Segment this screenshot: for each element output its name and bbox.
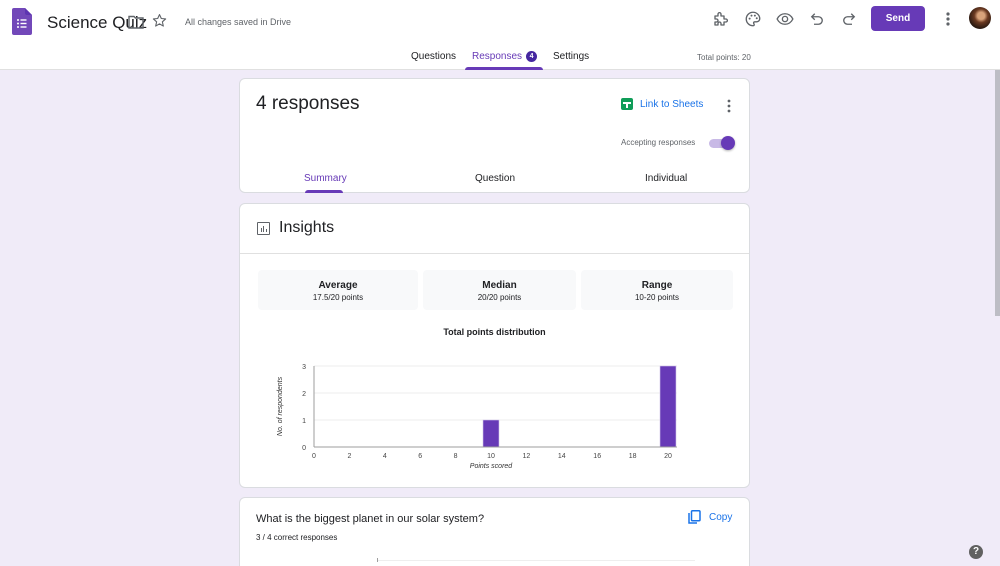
redo-icon[interactable] <box>840 10 858 28</box>
tab-responses[interactable]: Responses 4 <box>472 51 538 62</box>
insights-chart-icon <box>257 222 270 235</box>
top-bar: Science Quiz All changes saved in Drive … <box>0 0 1000 70</box>
active-tab-indicator <box>465 67 543 70</box>
document-title[interactable]: Science Quiz <box>47 13 148 32</box>
active-subtab-indicator <box>305 190 343 193</box>
svg-text:0: 0 <box>302 445 306 452</box>
link-to-sheets-label: Link to Sheets <box>640 98 704 110</box>
responses-count-title: 4 responses <box>256 93 360 114</box>
stat-value: 10-20 points <box>634 293 680 302</box>
svg-text:No. of respondents: No. of respondents <box>277 376 284 436</box>
subtab-summary[interactable]: Summary <box>304 173 347 184</box>
avatar[interactable] <box>969 7 991 29</box>
chart-bar[interactable] <box>659 365 677 448</box>
responses-card: 4 responses Link to Sheets Accepting res… <box>239 78 750 193</box>
svg-text:18: 18 <box>629 453 637 460</box>
svg-text:14: 14 <box>558 453 566 460</box>
insights-header: Insights <box>240 204 749 254</box>
sheets-icon <box>621 98 633 110</box>
question-chart-axis <box>377 558 378 562</box>
svg-text:12: 12 <box>523 453 531 460</box>
question-card: What is the biggest planet in our solar … <box>239 497 750 566</box>
stat-average: Average 17.5/20 points <box>258 270 418 310</box>
addon-puzzle-icon[interactable] <box>712 10 730 28</box>
accepting-responses-label: Accepting responses <box>621 138 696 147</box>
insights-title: Insights <box>279 219 335 236</box>
stat-label: Average <box>318 280 358 291</box>
preview-eye-icon[interactable] <box>776 10 794 28</box>
svg-text:0: 0 <box>312 453 316 460</box>
svg-text:8: 8 <box>454 453 458 460</box>
stat-label: Range <box>641 280 673 291</box>
svg-text:10: 10 <box>487 453 495 460</box>
more-options-icon[interactable] <box>724 98 734 114</box>
total-points: Total points: 20 <box>697 53 751 62</box>
stat-label: Median <box>482 280 517 291</box>
tab-label: Responses <box>472 51 523 62</box>
copy-icon <box>688 510 701 524</box>
svg-text:3: 3 <box>302 364 306 371</box>
svg-text:Points scored: Points scored <box>470 463 514 470</box>
save-status: All changes saved in Drive <box>185 17 292 27</box>
palette-icon[interactable] <box>744 10 762 28</box>
copy-chart-button[interactable]: Copy <box>688 510 732 524</box>
forms-logo-icon[interactable] <box>12 8 32 35</box>
tab-questions[interactable]: Questions <box>411 51 456 62</box>
question-title: What is the biggest planet in our solar … <box>256 513 485 525</box>
link-to-sheets-button[interactable]: Link to Sheets <box>621 98 703 110</box>
stat-value: 17.5/20 points <box>312 293 364 302</box>
responses-count-badge: 4 <box>526 51 538 62</box>
stat-range: Range 10-20 points <box>581 270 733 310</box>
svg-text:1: 1 <box>302 418 306 425</box>
help-button[interactable]: ? <box>969 545 983 559</box>
insights-card: Insights Average 17.5/20 points Median 2… <box>239 203 750 488</box>
folder-icon[interactable] <box>128 15 144 29</box>
svg-text:20: 20 <box>664 453 672 460</box>
accepting-responses-toggle[interactable] <box>709 136 735 150</box>
tab-label: Questions <box>411 51 457 62</box>
send-button[interactable]: Send <box>871 6 925 31</box>
toggle-thumb <box>721 136 735 150</box>
svg-text:6: 6 <box>418 453 422 460</box>
svg-text:4: 4 <box>383 453 387 460</box>
subtab-question[interactable]: Question <box>475 173 516 184</box>
copy-label: Copy <box>709 511 733 523</box>
tab-settings[interactable]: Settings <box>553 51 589 62</box>
svg-text:16: 16 <box>593 453 601 460</box>
svg-text:2: 2 <box>347 453 351 460</box>
more-vert-icon[interactable] <box>940 10 956 28</box>
tab-label: Settings <box>553 51 590 62</box>
star-icon[interactable] <box>152 13 167 28</box>
correct-responses-count: 3 / 4 correct responses <box>256 533 338 542</box>
subtab-individual[interactable]: Individual <box>645 173 688 184</box>
undo-icon[interactable] <box>808 10 826 28</box>
chart-title: Total points distribution <box>443 327 546 337</box>
page-scrollbar[interactable] <box>995 70 1000 316</box>
stat-median: Median 20/20 points <box>423 270 576 310</box>
svg-text:2: 2 <box>302 391 306 398</box>
main-tabs: Questions Responses 4 Settings Total poin… <box>0 46 1000 70</box>
stat-value: 20/20 points <box>477 293 522 302</box>
chart-bar[interactable] <box>482 419 500 448</box>
question-chart-gridline <box>377 560 695 561</box>
